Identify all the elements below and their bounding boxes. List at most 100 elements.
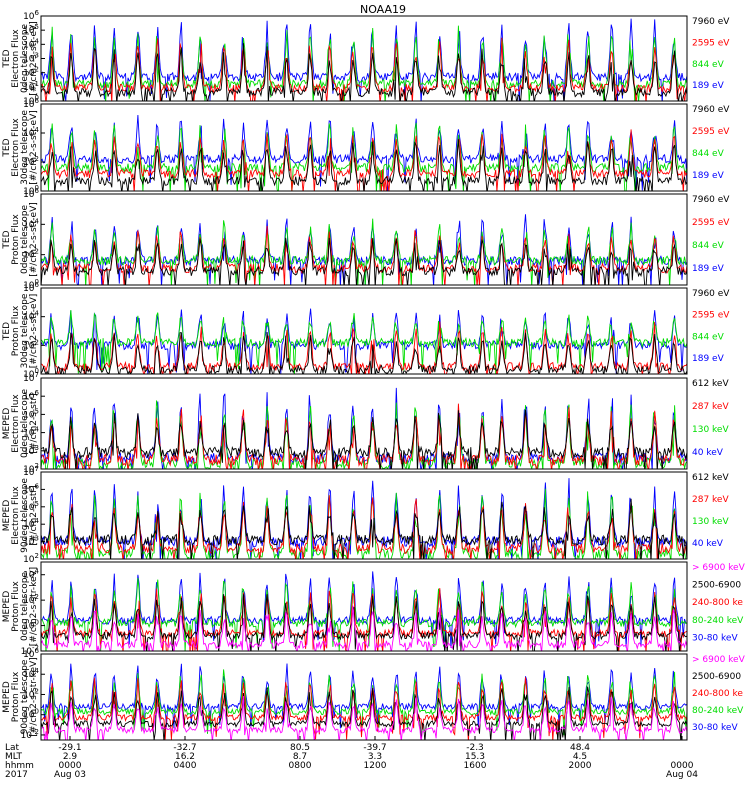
y-tick-label: 105 [23,407,39,420]
series-line [41,695,687,740]
x-tick-label: Aug 04 [666,770,698,780]
series-line [41,663,687,729]
y-tick-label: 102 [23,248,39,261]
y-tick-label: 106 [23,482,39,495]
legend: > 6900 keV 2500-6900 240-800 ke 80-240 keV 3… [692,563,746,643]
panel-frame [40,193,688,286]
panel-frame [40,561,688,652]
legend-entry: 612 keV [692,473,729,483]
y-tick-label: 104 [23,667,39,680]
series-line [41,321,687,374]
legend-entry: 240-800 ke [692,689,743,699]
series-line [41,129,687,191]
legend-entry: 130 keV [692,425,729,435]
legend: 7960 eV 2595 eV 844 eV 189 eV [692,289,730,364]
y-axis-label: MEPEDProton Flux90deg telescope[#/cm2-s-… [2,657,39,736]
y-tick-label: 107 [23,371,39,384]
y-tick-label: 103 [23,52,39,65]
y-tick-label: 104 [23,310,39,323]
x-tick-label: 1600 [464,761,487,771]
y-axis-label: MEPEDElectron Flux0deg telescope[#/cm2-s… [2,389,39,459]
legend-entry: 7960 eV [692,289,730,299]
legend-entry: 2595 eV [692,218,730,228]
series-line [41,409,687,469]
legend-entry: 287 keV [692,402,729,412]
panel-frame [40,287,688,375]
y-tick-label: 104 [23,217,39,230]
plot-area [41,478,687,559]
legend-entry: 844 eV [692,241,725,251]
series-line [41,25,687,101]
y-axis-label: TEDElectron Flux0deg telescope[#/cm2-s-s… [2,21,39,96]
y-tick-label: 106 [23,97,39,110]
y-tick-label: 102 [23,462,39,475]
y-tick-label: 102 [23,66,39,79]
figure-title: NOAA19 [360,3,406,16]
plot-area [41,308,687,374]
x-tick-label: 0000 [59,761,82,771]
legend-entry: > 6900 keV [692,563,746,573]
legend: 7960 eV 2595 eV 844 eV 189 eV [692,105,730,181]
legend-entry: 40 keV [692,539,724,549]
x-tick-label: 15.3 [465,752,485,762]
legend-entry: 80-240 keV [692,616,744,626]
series-line [41,495,687,559]
y-tick-label: 100 [23,278,39,291]
y-tick-label: 10-2 [21,644,39,657]
legend-entry: 2500-6900 [692,672,741,682]
y-tick-label: 104 [23,517,39,530]
legend-entry: 7960 eV [692,195,730,205]
x-row-label: 2017 [5,770,28,780]
y-tick-label: 100 [23,367,39,380]
series-line [41,214,687,285]
y-tick-label: 105 [23,500,39,513]
plot-area [41,387,687,469]
x-tick-label: 0800 [289,761,312,771]
panel-frame [40,471,688,560]
panel-frame [40,377,688,470]
x-tick-label: 3.3 [368,752,382,762]
legend-entry: 189 eV [692,171,725,181]
y-tick-label: 100 [23,184,39,197]
y-tick-label: 104 [23,126,39,139]
x-tick-label: 2.9 [63,752,78,762]
y-tick-label: 100 [23,619,39,632]
legend-entry: 2500-6900 [692,581,741,591]
panel-meped-e-0deg: 102 103 104 105 106 107 MEPEDElectron Flux0deg… [2,371,729,475]
x-tick-label: 0400 [174,761,197,771]
legend-entry: 40 keV [692,448,724,458]
y-tick-label: 103 [23,535,39,548]
legend-entry: 2595 eV [692,311,730,321]
series-line [41,237,687,285]
y-tick-label: 106 [23,389,39,402]
series-line [41,669,687,736]
series-line [41,588,687,651]
y-tick-label: 102 [23,552,39,565]
x-row-label: MLT [5,752,23,762]
x-tick-label: 16.2 [175,752,195,762]
legend-entry: 30-80 keV [692,633,738,643]
legend: > 6900 keV 2500-6900 240-800 ke 80-240 keV 3… [692,655,746,733]
y-tick-label: 102 [23,338,39,351]
y-tick-label: 10-2 [21,728,39,741]
legend-entry: 30-80 keV [692,723,738,733]
x-tick-label: 4.5 [573,752,587,762]
x-tick-label: 2000 [569,761,592,771]
panel-ted-p-0deg: 100 102 104 106 TEDProton Flux0deg telescope… [2,187,730,291]
y-tick-label: 100 [23,94,39,107]
series-line [41,310,687,374]
legend-entry: 189 eV [692,81,725,91]
plot-area [41,18,687,101]
series-line [41,686,687,740]
legend-entry: > 6900 keV [692,655,746,665]
y-tick-label: 105 [23,23,39,36]
series-line [41,122,687,191]
legend: 7960 eV 2595 eV 844 eV 189 eV [692,17,730,91]
